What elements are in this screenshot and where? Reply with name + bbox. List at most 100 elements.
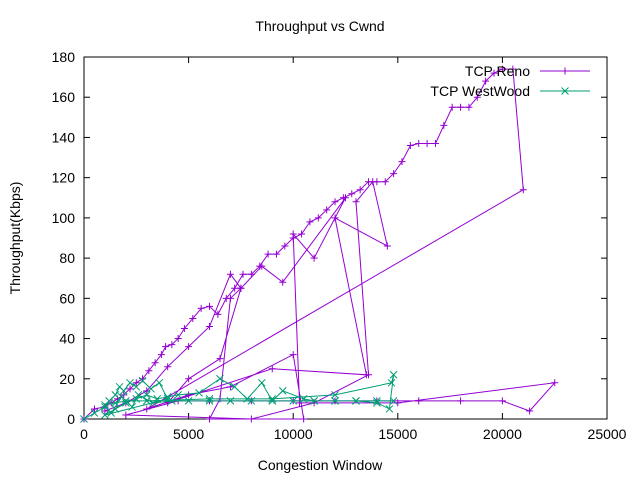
data-point	[237, 284, 245, 292]
data-point	[310, 254, 318, 262]
y-axis-label: Throughput(Kbps)	[7, 181, 23, 295]
data-point	[180, 325, 188, 332]
data-point	[174, 335, 182, 343]
data-point	[195, 389, 203, 397]
x-tick-label: 15000	[378, 426, 417, 442]
plot-frame	[83, 56, 608, 420]
data-point	[143, 405, 151, 413]
data-point	[80, 415, 88, 423]
data-point	[101, 407, 109, 415]
data-point	[385, 405, 394, 413]
data-point	[289, 230, 297, 238]
data-point	[231, 284, 239, 292]
data-point	[373, 399, 381, 407]
data-point	[90, 405, 98, 413]
data-point	[90, 409, 99, 417]
data-point	[189, 314, 197, 322]
data-point	[383, 242, 391, 250]
series-line	[83, 68, 556, 420]
data-point	[185, 375, 193, 383]
data-point	[482, 77, 490, 85]
data-point	[128, 403, 136, 411]
y-tick-label: 180	[52, 49, 76, 65]
data-point	[365, 371, 373, 379]
data-point	[279, 278, 287, 286]
data-point	[126, 378, 134, 387]
data-point	[226, 270, 234, 278]
data-point	[498, 397, 506, 405]
data-point	[406, 141, 414, 149]
data-point	[184, 397, 193, 405]
data-point	[356, 186, 364, 194]
data-point	[206, 302, 214, 310]
data-point	[226, 294, 234, 302]
data-point	[306, 218, 314, 226]
data-point	[387, 378, 396, 387]
data-point	[431, 139, 439, 147]
data-point	[216, 374, 224, 383]
data-point	[142, 397, 151, 405]
data-point	[342, 194, 349, 202]
legend-label: TCP WestWood	[430, 83, 530, 99]
data-point	[314, 214, 322, 222]
data-point	[465, 103, 473, 111]
data-point	[257, 378, 266, 387]
data-point	[440, 121, 448, 129]
legend-marker	[561, 67, 569, 75]
data-point	[264, 250, 272, 258]
data-point	[197, 304, 205, 312]
data-point	[121, 399, 130, 407]
data-point	[490, 69, 498, 77]
x-tick-label: 10000	[274, 426, 313, 442]
data-point	[142, 391, 151, 399]
data-point	[163, 395, 172, 403]
data-point	[373, 397, 381, 405]
series-line	[83, 374, 395, 420]
data-point	[369, 178, 377, 186]
data-point	[247, 270, 255, 278]
data-point	[147, 384, 155, 393]
data-point	[352, 198, 360, 206]
data-point	[132, 395, 141, 403]
data-point	[331, 198, 339, 206]
data-point	[205, 395, 214, 403]
data-point	[101, 411, 109, 419]
data-point	[258, 262, 266, 270]
data-point	[278, 386, 287, 395]
data-point	[348, 190, 356, 198]
data-point	[185, 343, 193, 351]
data-point	[389, 370, 398, 379]
data-point	[268, 395, 277, 403]
data-point	[126, 385, 134, 393]
data-point	[299, 395, 308, 403]
x-tick-label: 5000	[173, 426, 204, 442]
data-point	[216, 355, 224, 363]
data-point	[310, 397, 318, 405]
data-point	[101, 401, 109, 409]
data-point	[247, 415, 255, 423]
y-tick-label: 40	[59, 331, 75, 347]
data-point	[107, 409, 116, 417]
data-point	[214, 310, 222, 318]
data-point	[119, 386, 128, 395]
data-point	[145, 367, 153, 375]
data-point	[134, 391, 143, 399]
data-point	[551, 379, 559, 387]
legend: TCP Reno TCP WestWood	[430, 63, 590, 99]
data-point	[498, 65, 506, 73]
data-point	[457, 103, 465, 111]
x-tick-label: 25000	[588, 426, 627, 442]
data-point	[289, 397, 298, 405]
data-point	[185, 391, 193, 399]
data-point	[162, 343, 170, 351]
data-point	[168, 341, 176, 349]
data-point	[289, 351, 297, 359]
data-point	[268, 397, 277, 405]
data-point	[111, 391, 120, 399]
data-point	[526, 407, 534, 415]
x-tick-label: 0	[80, 426, 88, 442]
data-point	[268, 365, 276, 373]
data-point	[230, 382, 239, 391]
data-point	[206, 322, 214, 330]
legend-label: TCP Reno	[465, 63, 530, 79]
